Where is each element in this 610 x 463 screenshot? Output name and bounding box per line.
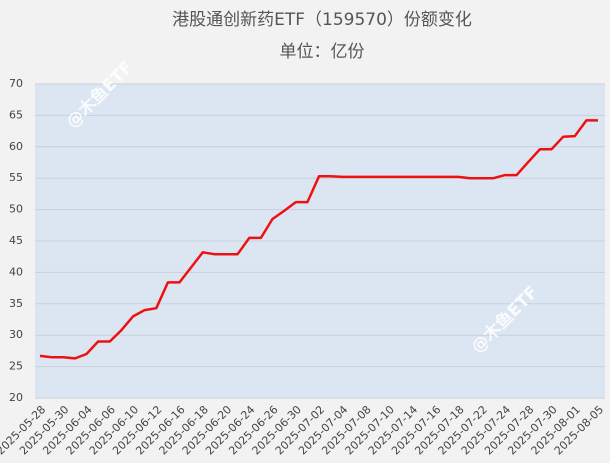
y-tick-label: 55 <box>9 171 23 184</box>
chart-subtitle: 单位：亿份 <box>280 42 365 62</box>
y-tick-label: 35 <box>9 297 23 310</box>
y-tick-label: 40 <box>9 265 23 278</box>
data-line <box>39 119 598 360</box>
y-tick-label: 25 <box>9 360 23 373</box>
y-tick-label: 60 <box>9 140 23 153</box>
y-tick-label: 45 <box>9 234 23 247</box>
y-tick-label: 70 <box>9 77 23 90</box>
y-tick-label: 20 <box>9 391 23 404</box>
y-tick-label: 50 <box>9 203 23 216</box>
y-tick-label: 65 <box>9 108 23 121</box>
chart-title: 港股通创新药ETF（159570）份额变化 <box>172 10 472 30</box>
y-tick-label: 30 <box>9 328 23 341</box>
